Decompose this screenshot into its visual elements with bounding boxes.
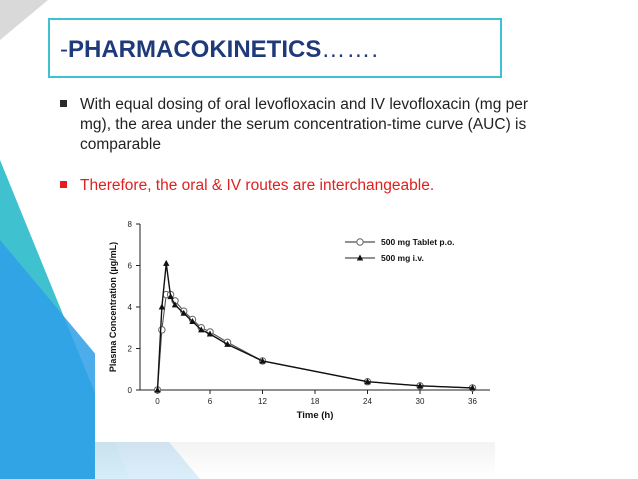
x-tick-label: 36 [468, 397, 477, 406]
data-point-tablet-po [158, 326, 166, 334]
x-tick-label: 30 [416, 397, 425, 406]
title-main: PHARMACOKINETICS [68, 36, 322, 63]
data-point-iv [416, 382, 424, 389]
y-tick-label: 6 [128, 262, 133, 271]
title-box: -PHARMACOKINETICS……. [48, 18, 502, 78]
y-tick-label: 0 [128, 386, 133, 395]
series-line-iv [156, 263, 473, 391]
bullet-item-highlight: Therefore, the oral & IV routes are inte… [60, 176, 550, 196]
y-tick-label: 4 [128, 303, 133, 312]
legend-marker-triangle [356, 254, 364, 261]
legend-marker-circle [356, 238, 364, 246]
data-point-iv [167, 293, 174, 300]
x-axis-label: Time (h) [297, 410, 334, 421]
data-point-iv [469, 384, 476, 391]
data-point-iv [158, 303, 166, 310]
legend-label: 500 mg Tablet p.o. [381, 237, 455, 247]
data-point-iv [189, 318, 196, 325]
bullet-item: With equal dosing of oral levofloxacin a… [60, 95, 550, 155]
square-bullet-icon [60, 181, 67, 188]
data-point-iv [224, 340, 231, 347]
x-tick-label: 18 [311, 397, 320, 406]
y-tick-label: 2 [128, 345, 133, 354]
decor-gray-triangle [0, 0, 48, 40]
x-tick-label: 6 [208, 397, 213, 406]
page-title: -PHARMACOKINETICS……. [60, 36, 379, 64]
bullet-text: Therefore, the oral & IV routes are inte… [80, 177, 435, 194]
data-point-iv [206, 330, 214, 337]
y-axis-label: Plasma Concentration (µg/mL) [108, 242, 118, 372]
data-point-iv [259, 357, 266, 364]
data-point-iv [163, 259, 170, 266]
bullet-text: With equal dosing of oral levofloxacin a… [80, 96, 529, 153]
y-tick-label: 8 [128, 220, 133, 229]
square-bullet-icon [60, 100, 67, 107]
data-point-iv [154, 386, 161, 393]
data-point-iv [171, 301, 179, 308]
x-tick-label: 24 [363, 397, 372, 406]
chart-panel: 0 2 4 6 8 0 6 12 18 24 30 36 Time (h) Plasma Concentr… [95, 212, 495, 442]
data-point-iv [180, 309, 187, 316]
chart-reflection [95, 442, 495, 479]
x-tick-label: 12 [258, 397, 267, 406]
data-point-iv [364, 378, 371, 385]
data-point-iv [198, 326, 205, 333]
title-prefix: - [60, 36, 68, 63]
x-tick-label: 0 [155, 397, 160, 406]
title-suffix: ……. [321, 36, 380, 63]
legend-label: 500 mg i.v. [381, 253, 424, 263]
series-line-tablet-po [156, 294, 473, 391]
